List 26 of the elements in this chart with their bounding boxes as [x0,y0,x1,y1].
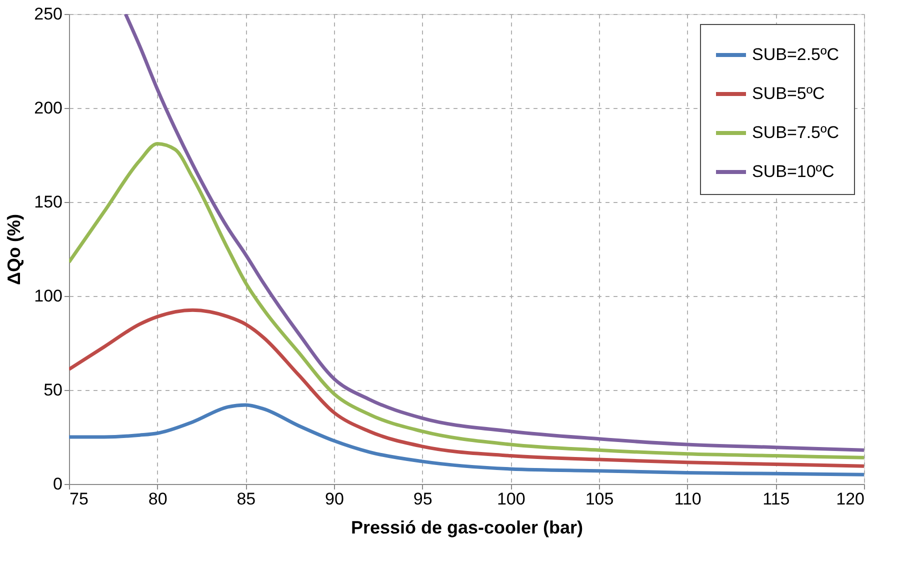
x-tick-label: 85 [236,490,256,508]
legend-label: SUB=10ºC [752,162,834,181]
y-tick-label: 200 [34,98,62,118]
x-tick-label: 115 [762,490,790,508]
y-tick-label: 50 [44,380,62,400]
y-axis-title: ΔQo (%) [4,214,24,285]
line-series [69,308,864,468]
line-series [69,403,864,476]
x-axis-title: Pressió de gas-cooler (bar) [350,518,584,538]
x-tick-label: 95 [413,490,432,508]
x-tick-label: 120 [836,490,864,508]
line-series [69,142,864,460]
x-tick-label: 80 [148,490,168,508]
x-tick-label: 110 [674,490,702,508]
legend-label: SUB=7.5ºC [752,123,840,142]
x-tick-label: 90 [325,490,344,508]
x-tick-label: 100 [496,490,526,508]
y-tick-label: 0 [53,474,62,494]
x-tick-label: 105 [585,490,614,508]
legend-label: SUB=2.5ºC [752,45,840,64]
legend-label: SUB=5ºC [752,84,825,103]
x-tick-label: 75 [70,490,88,508]
y-tick-label: 150 [34,192,62,212]
y-tick-label: 100 [34,286,62,306]
line-series [124,14,864,452]
y-tick-label: 250 [34,4,62,24]
